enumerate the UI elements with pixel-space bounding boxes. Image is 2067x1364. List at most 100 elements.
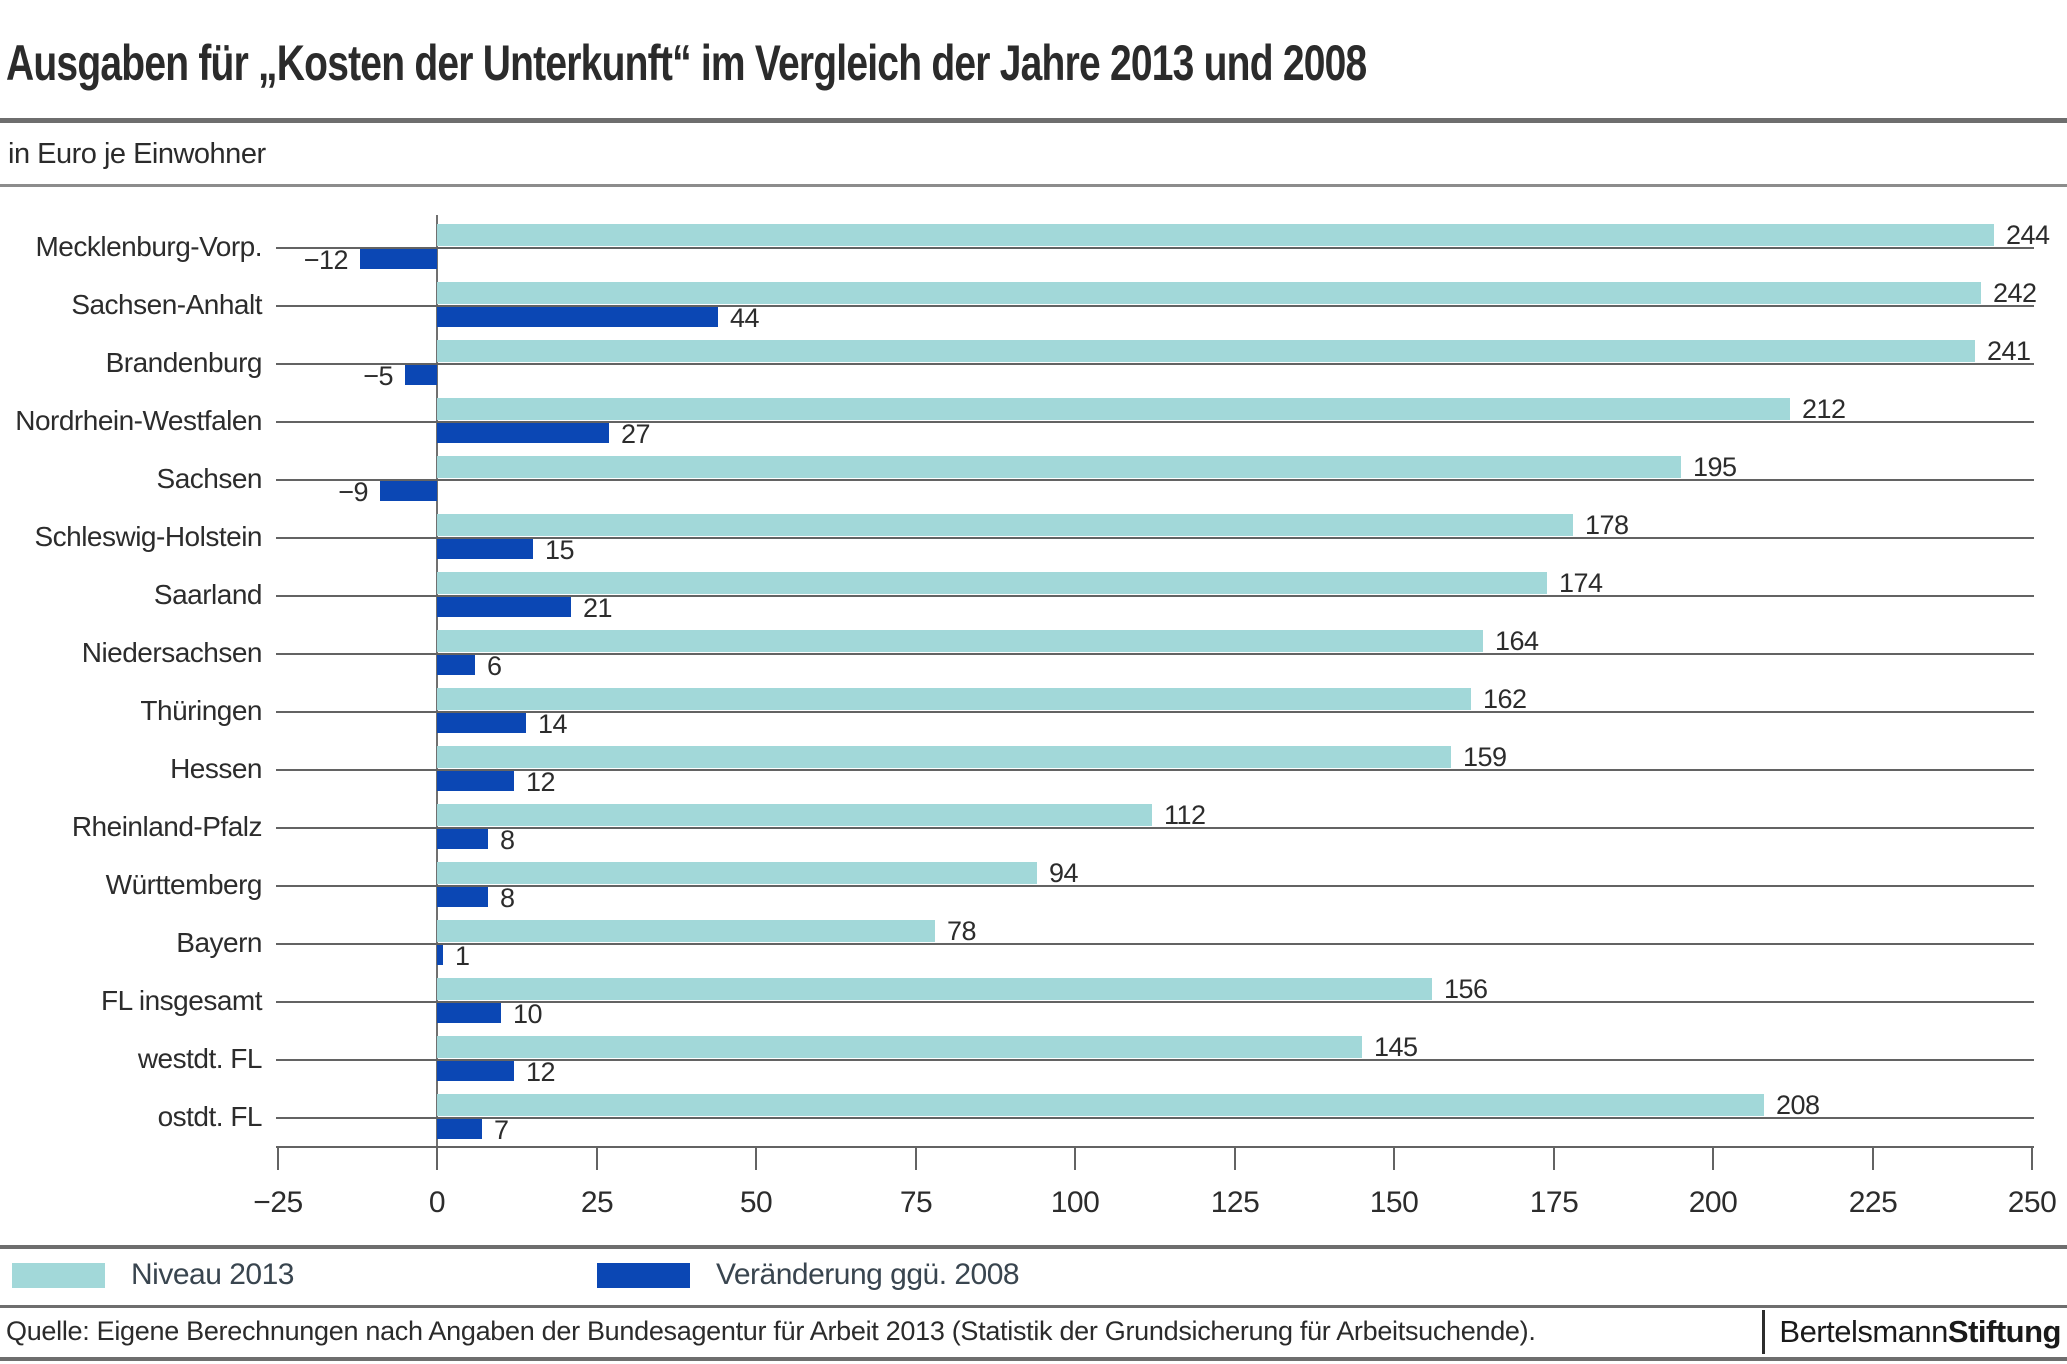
category-label: FL insgesamt <box>100 985 263 1016</box>
value-label-veraenderung-2008: 8 <box>500 825 515 855</box>
value-label-veraenderung-2008: 12 <box>526 1057 556 1087</box>
legend-label-niveau-2013: Niveau 2013 <box>131 1258 294 1291</box>
value-label-niveau-2013: 208 <box>1776 1090 1820 1120</box>
value-label-niveau-2013: 164 <box>1495 626 1539 656</box>
bar-niveau-2013 <box>437 746 1451 768</box>
value-label-niveau-2013: 241 <box>1987 336 2031 366</box>
x-axis-tick <box>1712 1148 1714 1170</box>
bar-niveau-2013 <box>437 688 1471 710</box>
x-axis-tick-label: 175 <box>1529 1186 1579 1219</box>
x-axis-tick <box>1234 1148 1236 1170</box>
value-label-niveau-2013: 244 <box>2006 220 2050 250</box>
bar-niveau-2013 <box>437 920 935 942</box>
x-axis-tick-label: 75 <box>899 1186 933 1219</box>
value-label-veraenderung-2008: −9 <box>338 477 368 507</box>
category-label: Sachsen-Anhalt <box>71 289 262 320</box>
bar-niveau-2013 <box>437 572 1547 594</box>
value-label-niveau-2013: 212 <box>1802 394 1846 424</box>
bar-niveau-2013 <box>437 514 1573 536</box>
x-axis-tick <box>1872 1148 1874 1170</box>
x-axis-tick-label: 250 <box>2007 1186 2057 1219</box>
value-label-niveau-2013: 195 <box>1693 452 1737 482</box>
x-axis-tick-label: 200 <box>1688 1186 1738 1219</box>
logo-text: BertelsmannStiftung <box>1779 1314 2061 1349</box>
bar-veraenderung-2008 <box>405 365 437 385</box>
value-label-niveau-2013: 159 <box>1463 742 1507 772</box>
bar-veraenderung-2008 <box>437 713 526 733</box>
x-axis-tick-label: 225 <box>1848 1186 1898 1219</box>
value-label-niveau-2013: 178 <box>1585 510 1629 540</box>
category-gridline <box>276 479 2034 481</box>
category-gridline <box>276 653 2034 655</box>
value-label-niveau-2013: 145 <box>1374 1032 1418 1062</box>
category-gridline <box>276 305 2034 307</box>
bar-niveau-2013 <box>437 340 1975 362</box>
bar-niveau-2013 <box>437 804 1152 826</box>
category-gridline <box>276 247 2034 249</box>
category-gridline <box>276 827 2034 829</box>
bar-veraenderung-2008 <box>437 887 488 907</box>
category-label: Mecklenburg-Vorp. <box>35 231 262 262</box>
category-gridline <box>276 363 2034 365</box>
category-gridline <box>276 885 2034 887</box>
value-label-niveau-2013: 242 <box>1993 278 2037 308</box>
x-axis-tick-label: 25 <box>580 1186 614 1219</box>
bar-veraenderung-2008 <box>437 655 475 675</box>
page-title: Ausgaben für „Kosten der Unterkunft“ im … <box>6 35 1367 91</box>
value-label-veraenderung-2008: 14 <box>538 709 568 739</box>
value-label-niveau-2013: 156 <box>1444 974 1488 1004</box>
bar-veraenderung-2008 <box>437 1003 501 1023</box>
category-gridline <box>276 1001 2034 1003</box>
legend-swatch-niveau-2013 <box>12 1262 105 1288</box>
bar-niveau-2013 <box>437 398 1790 420</box>
x-axis-tick <box>915 1148 917 1170</box>
value-label-veraenderung-2008: −12 <box>303 245 349 275</box>
category-gridline <box>276 711 2034 713</box>
chart-subtitle: in Euro je Einwohner <box>8 138 266 170</box>
bar-veraenderung-2008 <box>437 1061 514 1081</box>
x-axis-tick <box>277 1148 279 1170</box>
legend-bottom-line <box>0 1305 2067 1308</box>
subtitle-separator-line <box>0 184 2067 187</box>
value-label-veraenderung-2008: 15 <box>545 535 575 565</box>
source-note: Quelle: Eigene Berechnungen nach Angaben… <box>6 1316 1536 1346</box>
value-label-niveau-2013: 94 <box>1049 858 1079 888</box>
bar-niveau-2013 <box>437 282 1981 304</box>
category-label: Saarland <box>153 579 263 610</box>
bar-niveau-2013 <box>437 630 1483 652</box>
footer-bottom-line <box>0 1357 2067 1361</box>
bar-veraenderung-2008 <box>437 423 609 443</box>
category-label: Niedersachsen <box>81 637 263 668</box>
value-label-veraenderung-2008: 7 <box>494 1115 509 1145</box>
value-label-veraenderung-2008: 21 <box>583 593 613 623</box>
x-axis-tick <box>1393 1148 1395 1170</box>
bar-niveau-2013 <box>437 456 1681 478</box>
category-gridline <box>276 943 2034 945</box>
value-label-veraenderung-2008: 12 <box>526 767 556 797</box>
bar-veraenderung-2008 <box>437 829 488 849</box>
x-axis-tick <box>755 1148 757 1170</box>
value-label-veraenderung-2008: 10 <box>513 999 543 1029</box>
x-axis-tick <box>1074 1148 1076 1170</box>
bar-niveau-2013 <box>437 978 1432 1000</box>
x-axis-line <box>276 1146 2034 1148</box>
category-label: Hessen <box>170 753 262 784</box>
value-label-veraenderung-2008: 44 <box>730 303 760 333</box>
value-label-veraenderung-2008: 27 <box>621 419 651 449</box>
x-axis-tick <box>596 1148 598 1170</box>
legend-item-niveau-2013: Niveau 2013 <box>12 1258 294 1292</box>
x-axis-tick-label: 150 <box>1369 1186 1419 1219</box>
category-gridline <box>276 1117 2034 1119</box>
x-axis-tick-label: 100 <box>1050 1186 1100 1219</box>
category-label: Brandenburg <box>105 347 263 378</box>
category-label: Württemberg <box>105 869 263 900</box>
bar-veraenderung-2008 <box>437 1119 482 1139</box>
x-axis-tick-label: −25 <box>253 1186 303 1219</box>
value-label-niveau-2013: 174 <box>1559 568 1603 598</box>
bar-veraenderung-2008 <box>437 771 514 791</box>
value-label-veraenderung-2008: 6 <box>487 651 502 681</box>
logo-vertical-bar <box>1762 1310 1766 1354</box>
x-axis-tick <box>2031 1148 2033 1170</box>
